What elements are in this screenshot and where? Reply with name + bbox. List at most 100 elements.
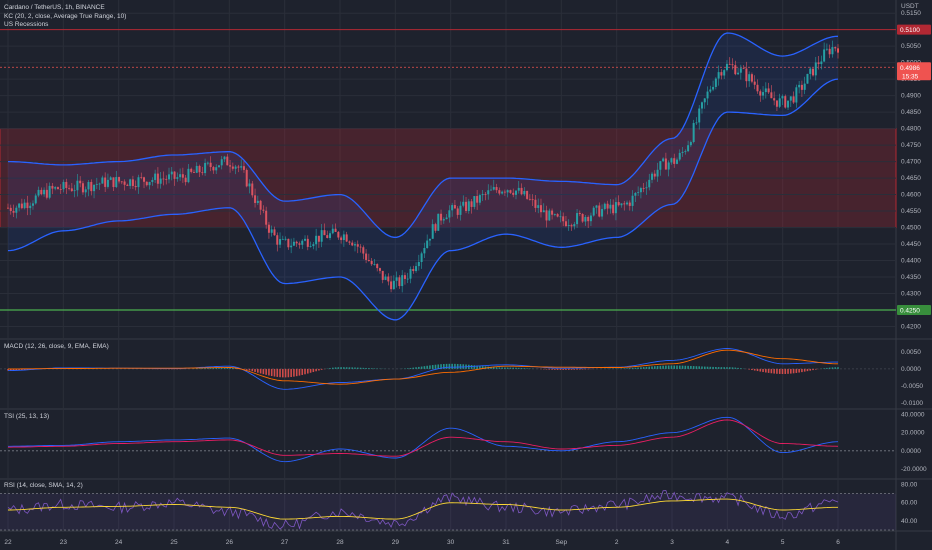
macd-histogram-bar xyxy=(554,368,556,370)
candle-body xyxy=(312,244,315,247)
candle-body xyxy=(331,228,334,234)
candle-body xyxy=(445,217,448,220)
candle-body xyxy=(442,219,445,221)
price-tick-label: 0.4700 xyxy=(901,159,921,166)
recessions-indicator-label[interactable]: US Recessions xyxy=(4,21,49,28)
macd-histogram-bar xyxy=(445,363,448,369)
macd-histogram-bar xyxy=(420,366,423,369)
candle-body xyxy=(162,178,165,180)
candle-body xyxy=(531,199,534,201)
candle-body xyxy=(651,173,654,180)
candle-body xyxy=(501,191,504,194)
macd-histogram-bar xyxy=(695,366,698,369)
macd-histogram-bar xyxy=(579,368,581,370)
time-tick-label: 29 xyxy=(392,539,400,546)
candle-body xyxy=(478,195,481,203)
macd-histogram-bar xyxy=(282,368,284,378)
kc-indicator-label[interactable]: KC (20, 2, close, Average True Range, 10… xyxy=(4,12,127,20)
candle-body xyxy=(490,189,493,191)
candle-body xyxy=(689,142,692,146)
macd-histogram-bar xyxy=(290,368,292,378)
macd-histogram-bar xyxy=(737,367,739,369)
time-tick-label: 2 xyxy=(615,539,619,546)
candle-body xyxy=(215,167,218,171)
macd-histogram-bar xyxy=(753,368,756,371)
candle-body xyxy=(789,96,792,101)
macd-histogram-bar xyxy=(712,366,714,369)
candle-body xyxy=(90,181,93,192)
macd-histogram-bar xyxy=(406,368,409,369)
candle-body xyxy=(764,88,767,93)
candle-body xyxy=(70,188,73,192)
candle-body xyxy=(68,187,71,189)
time-tick-label: 31 xyxy=(502,539,510,546)
macd-histogram-bar xyxy=(653,366,656,369)
macd-histogram-bar xyxy=(459,364,462,369)
candle-body xyxy=(373,264,376,265)
tsi-tick-label: 20.0000 xyxy=(901,430,925,437)
macd-histogram-bar xyxy=(495,367,498,369)
macd-histogram-bar xyxy=(365,367,367,369)
macd-histogram-bar xyxy=(448,363,451,369)
macd-histogram-bar xyxy=(423,366,426,369)
candle-body xyxy=(154,173,157,180)
symbol-title[interactable]: Cardano / TetherUS, 1h, BINANCE xyxy=(4,4,105,11)
candle-body xyxy=(351,242,354,246)
candle-body xyxy=(123,181,126,185)
candle-body xyxy=(226,156,229,166)
macd-histogram-bar xyxy=(559,368,562,370)
candle-body xyxy=(684,151,687,152)
candle-body xyxy=(290,245,293,248)
candle-body xyxy=(37,189,40,196)
macd-histogram-bar xyxy=(301,368,304,375)
macd-label[interactable]: MACD (12, 26, close, 9, EMA, EMA) xyxy=(4,343,109,350)
candle-body xyxy=(304,238,307,241)
candle-body xyxy=(748,74,751,82)
macd-histogram-bar xyxy=(562,368,564,370)
candle-body xyxy=(95,184,98,186)
candle-body xyxy=(837,48,839,53)
rsi-band xyxy=(0,493,896,530)
macd-histogram-bar xyxy=(409,367,412,369)
candle-body xyxy=(195,165,198,173)
macd-histogram-bar xyxy=(356,367,359,369)
candle-body xyxy=(248,183,251,187)
macd-histogram-bar xyxy=(828,367,831,369)
macd-histogram-bar xyxy=(673,365,676,369)
macd-histogram-bar xyxy=(429,365,431,369)
candle-body xyxy=(539,205,542,213)
candle-body xyxy=(267,224,270,233)
macd-histogram-bar xyxy=(576,368,578,370)
candle-body xyxy=(104,177,107,187)
candle-body xyxy=(545,210,548,221)
candle-body xyxy=(687,145,690,152)
candle-body xyxy=(573,224,576,227)
candle-body xyxy=(276,235,279,245)
rsi-label[interactable]: RSI (14, close, SMA, 14, 2) xyxy=(4,482,83,489)
candle-body xyxy=(659,161,662,170)
macd-histogram-bar xyxy=(273,368,276,377)
candle-body xyxy=(767,88,770,93)
candle-body xyxy=(98,183,101,185)
macd-histogram-bar xyxy=(684,365,687,369)
tsi-label[interactable]: TSI (25, 13, 13) xyxy=(4,413,50,420)
macd-histogram-bar xyxy=(498,367,501,369)
candle-body xyxy=(209,162,212,168)
candle-body xyxy=(526,191,529,199)
macd-histogram-bar xyxy=(801,368,803,373)
macd-histogram-bar xyxy=(634,367,637,369)
candle-body xyxy=(631,195,634,206)
candle-body xyxy=(34,195,37,204)
macd-histogram-bar xyxy=(232,367,234,369)
candle-body xyxy=(320,230,323,242)
candle-body xyxy=(420,253,423,262)
macd-histogram-bar xyxy=(23,368,26,371)
macd-histogram-bar xyxy=(792,368,795,374)
macd-histogram-bar xyxy=(823,368,825,369)
candle-body xyxy=(487,190,490,195)
candle-body xyxy=(231,166,234,169)
candle-body xyxy=(156,173,159,184)
candle-body xyxy=(54,187,57,189)
candle-body xyxy=(528,198,531,200)
